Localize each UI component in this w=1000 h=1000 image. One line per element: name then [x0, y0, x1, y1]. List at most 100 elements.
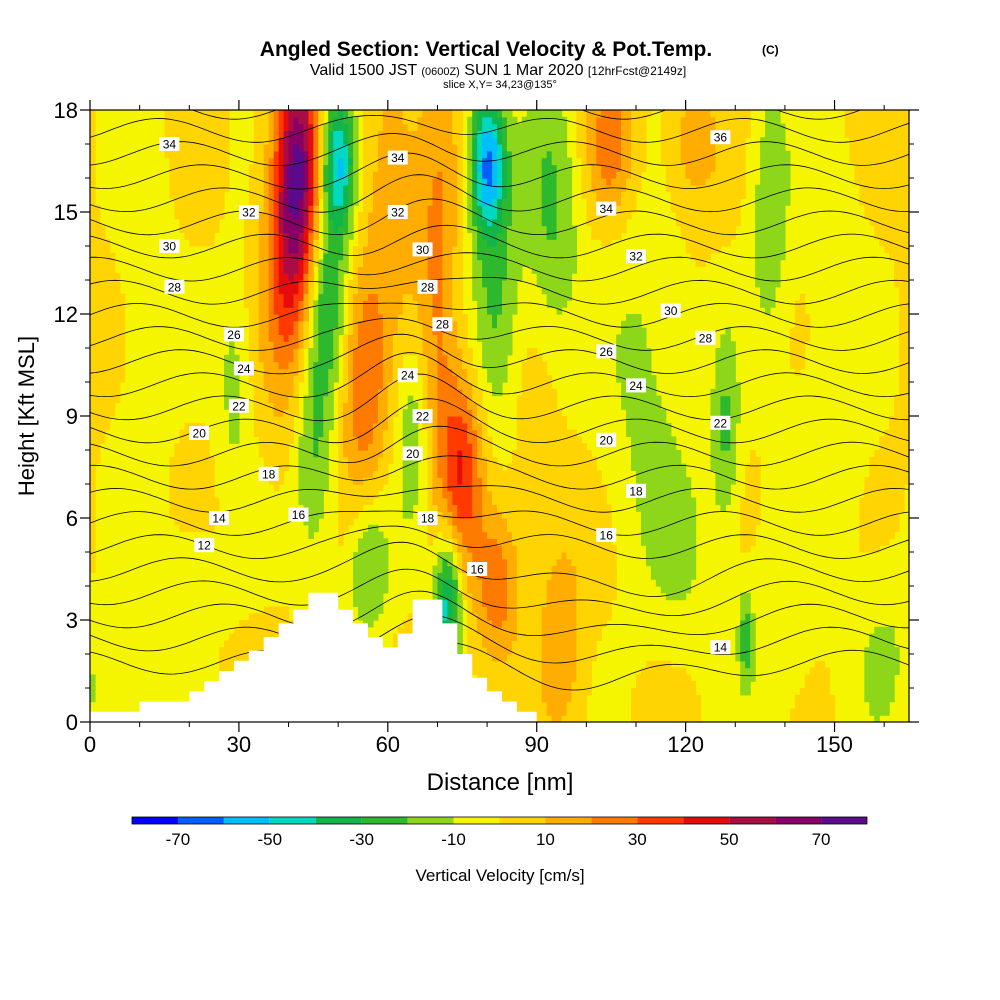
velocity-cell	[263, 130, 270, 138]
velocity-cell	[536, 620, 543, 628]
velocity-cell	[119, 314, 126, 322]
velocity-cell	[501, 647, 508, 655]
velocity-cell	[308, 490, 314, 499]
velocity-cell	[437, 592, 444, 601]
velocity-cell	[377, 402, 384, 410]
velocity-cell	[333, 225, 339, 233]
velocity-cell	[452, 586, 458, 594]
velocity-cell	[328, 212, 334, 220]
velocity-cell	[184, 477, 190, 485]
velocity-cell	[308, 450, 314, 458]
velocity-cell	[546, 198, 553, 206]
velocity-cell	[204, 164, 210, 172]
velocity-cell	[462, 436, 468, 444]
velocity-cell	[432, 273, 439, 281]
velocity-cell	[348, 144, 354, 152]
velocity-cell	[526, 157, 533, 165]
velocity-cell	[492, 477, 498, 485]
velocity-cell	[169, 157, 175, 165]
velocity-cell	[541, 429, 548, 437]
velocity-cell	[99, 375, 106, 383]
velocity-cell	[492, 232, 498, 240]
velocity-cell	[353, 490, 359, 499]
velocity-cell	[437, 137, 444, 145]
velocity-cell	[228, 375, 235, 383]
velocity-cell	[501, 320, 508, 329]
velocity-cell	[487, 545, 493, 553]
velocity-cell	[516, 191, 523, 199]
velocity-cell	[338, 280, 344, 288]
velocity-cell	[477, 280, 483, 288]
velocity-cell	[467, 572, 473, 580]
velocity-cell	[179, 490, 185, 499]
velocity-cell	[402, 484, 409, 492]
velocity-cell	[204, 232, 210, 240]
velocity-cell	[531, 409, 538, 417]
velocity-cell	[511, 178, 518, 186]
velocity-cell	[482, 538, 488, 546]
velocity-cell	[501, 592, 508, 601]
velocity-cell	[278, 450, 285, 458]
velocity-cell	[467, 157, 473, 165]
velocity-cell	[184, 116, 190, 125]
velocity-cell	[546, 484, 553, 492]
velocity-cell	[506, 572, 513, 580]
velocity-cell	[417, 144, 424, 152]
velocity-cell	[90, 252, 96, 261]
velocity-cell	[204, 477, 210, 485]
velocity-cell	[387, 300, 394, 308]
velocity-cell	[497, 633, 503, 641]
velocity-cell	[422, 178, 429, 186]
velocity-cell	[303, 314, 309, 322]
velocity-cell	[283, 225, 290, 233]
velocity-cell	[233, 633, 240, 641]
velocity-cell	[457, 232, 463, 240]
velocity-cell	[487, 497, 493, 505]
velocity-cell	[437, 164, 444, 172]
velocity-cell	[536, 361, 543, 369]
velocity-cell	[273, 626, 280, 635]
velocity-cell	[432, 341, 439, 349]
velocity-cell	[457, 198, 463, 206]
velocity-cell	[353, 599, 359, 607]
velocity-cell	[363, 110, 369, 118]
velocity-cell	[487, 654, 493, 662]
velocity-cell	[219, 157, 225, 165]
velocity-cell	[253, 429, 260, 437]
velocity-cell	[248, 273, 255, 281]
velocity-cell	[407, 110, 414, 118]
velocity-cell	[472, 640, 478, 648]
velocity-cell	[273, 307, 280, 315]
velocity-cell	[372, 212, 379, 220]
velocity-cell	[442, 402, 448, 410]
velocity-cell	[417, 341, 424, 349]
velocity-cell	[343, 252, 349, 261]
velocity-cell	[268, 368, 275, 376]
velocity-cell	[288, 293, 295, 301]
velocity-cell	[214, 157, 220, 165]
velocity-cell	[516, 701, 523, 709]
velocity-cell	[358, 286, 364, 295]
velocity-cell	[228, 341, 235, 349]
velocity-cell	[288, 178, 295, 186]
velocity-cell	[467, 592, 473, 601]
velocity-cell	[521, 191, 528, 199]
velocity-cell	[477, 654, 483, 662]
velocity-cell	[174, 477, 180, 485]
velocity-cell	[551, 694, 558, 703]
velocity-cell	[303, 402, 309, 410]
velocity-cell	[526, 518, 533, 526]
velocity-cell	[273, 144, 280, 152]
velocity-cell	[467, 422, 473, 431]
velocity-cell	[377, 300, 384, 308]
velocity-cell	[392, 354, 399, 363]
velocity-cell	[303, 300, 309, 308]
velocity-cell	[546, 565, 553, 573]
velocity-cell	[194, 137, 200, 145]
velocity-cell	[511, 157, 518, 165]
velocity-cell	[184, 212, 190, 220]
velocity-cell	[184, 178, 190, 186]
velocity-cell	[407, 497, 414, 505]
velocity-cell	[169, 490, 175, 499]
